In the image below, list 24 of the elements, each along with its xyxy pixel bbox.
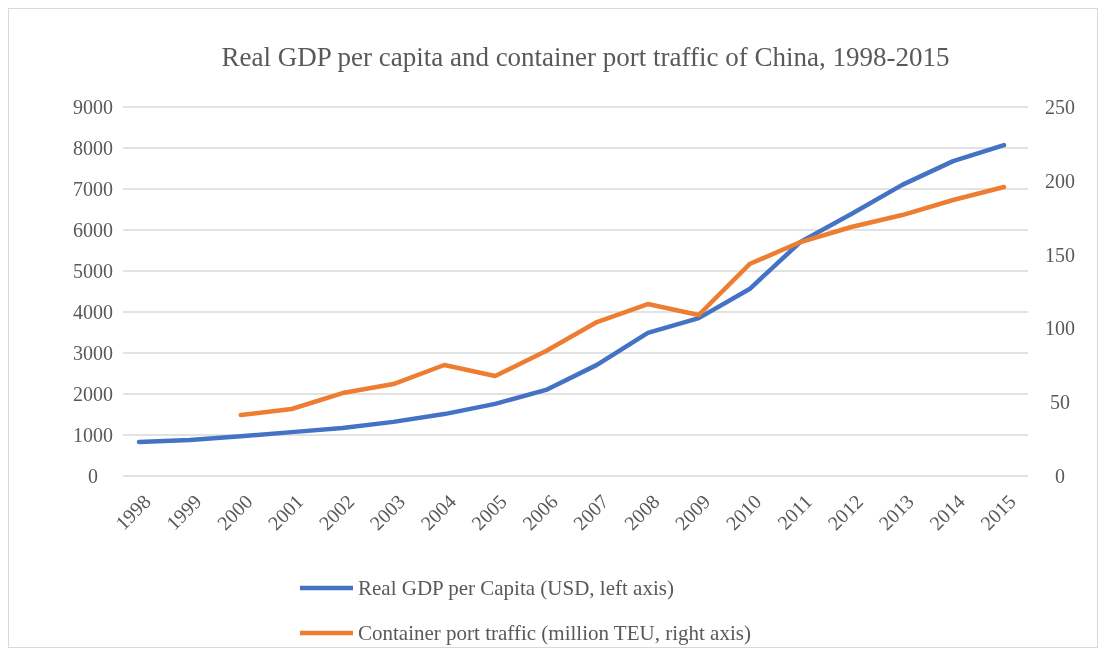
x-tick-label: 1998 [110, 490, 155, 535]
x-tick-label: 1999 [161, 490, 206, 535]
y-tick-label: 2000 [73, 383, 113, 405]
y-tick-label: 5000 [73, 260, 113, 282]
y-tick-label: 4000 [73, 301, 113, 323]
line-series [238, 184, 1007, 418]
y2-tick-label: 100 [1045, 317, 1075, 340]
y-tick-label: 7000 [73, 178, 113, 200]
y-tick-label: 8000 [73, 137, 113, 159]
y-tick-label: 3000 [73, 342, 113, 364]
legend-label: Container port traffic (million TEU, right axis) [358, 621, 751, 646]
y2-tick-label: 0 [1055, 465, 1065, 487]
y2-tick-label: 150 [1045, 243, 1075, 266]
y2-tick-label: 250 [1045, 96, 1075, 118]
chart-title: Real GDP per capita and container port traffic of China, 1998-2015 [221, 42, 950, 72]
y-tick-label: 0 [88, 465, 98, 487]
legend-label: Real GDP per Capita (USD, left axis) [358, 576, 674, 601]
x-tick-label: 2011 [772, 490, 817, 534]
y2-tick-label: 50 [1050, 391, 1070, 414]
y-tick-label: 6000 [73, 219, 113, 241]
y2-tick-label: 200 [1045, 169, 1075, 192]
y-tick-label: 9000 [73, 96, 113, 118]
y-tick-label: 1000 [73, 424, 113, 446]
line-series [136, 142, 1007, 445]
